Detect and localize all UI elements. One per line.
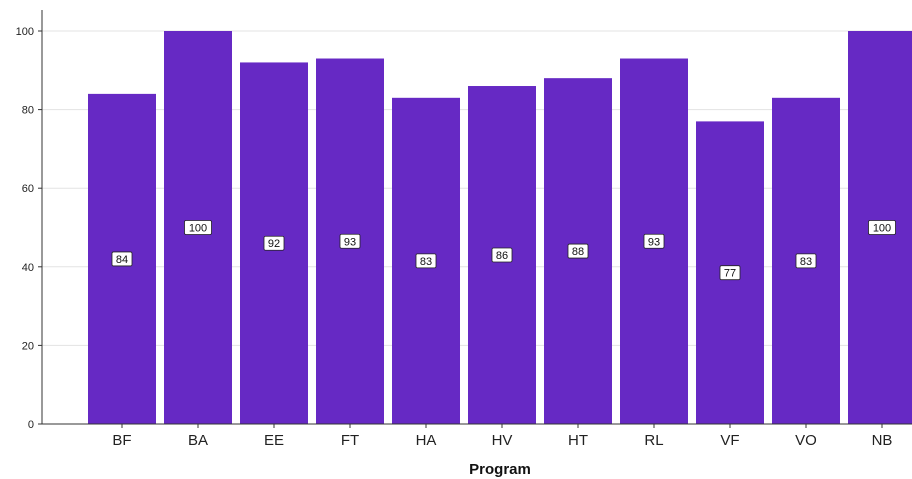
data-label-value: 93	[648, 236, 660, 248]
data-label-box	[184, 220, 212, 235]
x-tick-label-vf: VF	[720, 432, 739, 449]
data-label-value: 83	[800, 256, 812, 268]
data-label-box	[415, 253, 437, 269]
data-label-ba: 100	[184, 220, 212, 235]
data-label-value: 88	[572, 246, 584, 258]
y-tick-label-40: 40	[22, 262, 34, 274]
data-label-box	[491, 247, 513, 263]
x-tick-label-ft: FT	[341, 432, 359, 449]
data-label-box	[339, 233, 361, 249]
data-label-ha: 83	[415, 253, 437, 269]
x-axis-title: Program	[469, 461, 531, 478]
x-tick-label-hv: HV	[492, 432, 513, 449]
data-label-ee: 92	[263, 235, 285, 251]
data-label-bf: 84	[111, 251, 133, 267]
data-label-box	[567, 243, 589, 259]
data-label-rl: 93	[643, 233, 665, 249]
data-label-nb: 100	[868, 220, 896, 235]
data-label-box	[263, 235, 285, 251]
data-label-value: 93	[344, 236, 356, 248]
x-tick-label-ht: HT	[568, 432, 588, 449]
y-tick-label-100: 100	[16, 26, 34, 38]
data-label-ht: 88	[567, 243, 589, 259]
data-label-value: 77	[724, 268, 736, 280]
y-tick-label-0: 0	[28, 419, 34, 431]
axes: 0 20 40 60 80 100 BF BA EE FT HA HV HT RL VF VO NB	[16, 10, 912, 449]
data-label-value: 100	[189, 223, 207, 235]
x-tick-label-ha: HA	[416, 432, 437, 449]
x-tick-label-ee: EE	[264, 432, 284, 449]
data-label-box	[795, 253, 817, 269]
x-tick-label-ba: BA	[188, 432, 208, 449]
x-tick-label-bf: BF	[112, 432, 131, 449]
data-labels: 84 100 92 93 83 86 88 93 77 83 100	[111, 220, 896, 281]
data-label-box	[111, 251, 133, 267]
data-label-box	[868, 220, 896, 235]
data-label-ft: 93	[339, 233, 361, 249]
y-tick-label-60: 60	[22, 183, 34, 195]
data-label-hv: 86	[491, 247, 513, 263]
data-label-box	[643, 233, 665, 249]
data-label-value: 92	[268, 238, 280, 250]
data-label-value: 86	[496, 250, 508, 262]
data-label-vo: 83	[795, 253, 817, 269]
x-tick-label-nb: NB	[872, 432, 893, 449]
data-label-box	[719, 265, 741, 281]
x-tick-label-rl: RL	[644, 432, 663, 449]
y-tick-label-20: 20	[22, 340, 34, 352]
data-label-value: 84	[116, 254, 128, 266]
data-label-value: 83	[420, 256, 432, 268]
data-label-vf: 77	[719, 265, 741, 281]
y-tick-label-80: 80	[22, 105, 34, 117]
data-label-value: 100	[873, 223, 891, 235]
x-tick-label-vo: VO	[795, 432, 817, 449]
